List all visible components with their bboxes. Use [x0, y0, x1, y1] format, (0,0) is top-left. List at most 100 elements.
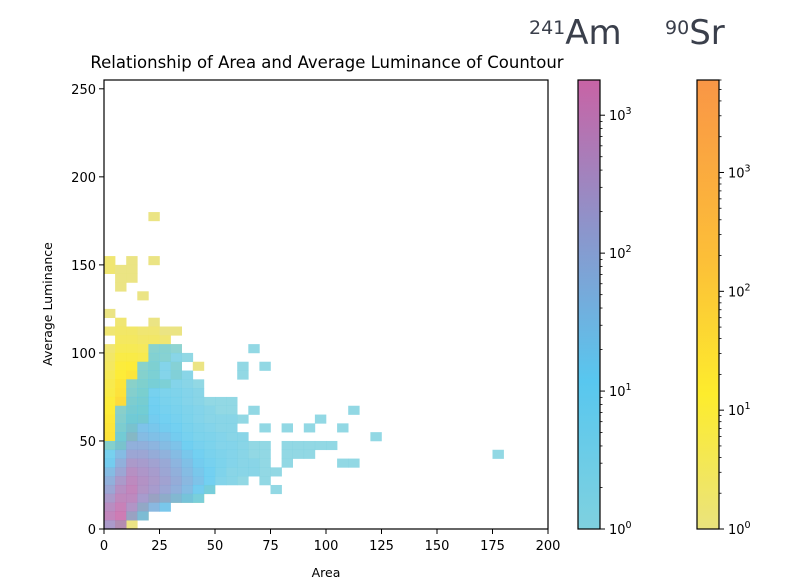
heatmap-cell	[137, 326, 149, 336]
heatmap-cell	[181, 388, 194, 398]
heatmap-cell	[181, 405, 194, 415]
heatmap-cell	[115, 335, 127, 345]
heatmap-cell	[137, 344, 149, 354]
x-tick-label: 75	[262, 539, 279, 554]
heatmap-cell	[115, 493, 127, 503]
y-tick-label: 150	[71, 259, 96, 274]
heatmap-cell	[159, 379, 171, 389]
heatmap-cell	[192, 423, 205, 433]
heatmap-cell	[259, 476, 271, 486]
y-axis-label: Average Luminance	[40, 242, 55, 366]
heatmap-cell	[137, 414, 149, 424]
heatmap-cell	[248, 405, 260, 415]
heatmap-cell	[270, 484, 282, 495]
heatmap-cell	[104, 493, 116, 503]
heatmap-cell	[281, 458, 293, 468]
heatmap-cell	[159, 476, 171, 486]
heatmap-cell	[226, 449, 238, 459]
heatmap-cell	[170, 484, 182, 495]
heatmap-cell	[215, 432, 227, 442]
heatmap-cell	[159, 423, 171, 433]
heatmap-cell	[137, 379, 149, 389]
heatmap-cell	[137, 352, 149, 363]
heatmap-cell	[104, 361, 116, 371]
heatmap-cell	[170, 414, 182, 424]
heatmap-cell	[137, 361, 149, 371]
colorbar-am	[577, 79, 601, 530]
heatmap-cell	[237, 476, 249, 486]
heatmap-cell	[192, 432, 205, 442]
heatmap-am-cells	[104, 344, 504, 530]
heatmap-cell	[159, 370, 171, 380]
y-tick-label: 50	[79, 435, 96, 450]
heatmap-cell	[159, 344, 171, 354]
heatmap-cell	[237, 467, 249, 477]
heatmap-cell	[126, 458, 138, 468]
x-tick-label: 175	[480, 539, 505, 554]
heatmap-cell	[192, 484, 205, 495]
heatmap-cell	[226, 414, 238, 424]
heatmap-cell	[215, 405, 227, 415]
heatmap-cell	[115, 414, 127, 424]
heatmap-cell	[115, 379, 127, 389]
heatmap-cell	[126, 502, 138, 512]
heatmap-cell	[115, 361, 127, 371]
heatmap-cell	[192, 379, 205, 389]
heatmap-cell	[115, 449, 127, 459]
colorbar-am-ticks: 100 101 102 103	[600, 106, 632, 538]
heatmap-cell	[181, 414, 194, 424]
heatmap-cell	[292, 449, 305, 459]
heatmap-cell	[126, 511, 138, 521]
heatmap-cell	[126, 379, 138, 389]
heatmap-cell	[115, 458, 127, 468]
heatmap-cell	[148, 256, 160, 266]
heatmap-cell	[148, 502, 160, 512]
heatmap-cell	[115, 352, 127, 363]
heatmap-cell	[170, 396, 182, 407]
heatmap-cell	[126, 388, 138, 398]
heatmap-cell	[137, 440, 149, 451]
heatmap-cell	[237, 370, 249, 380]
heatmap-cell	[215, 414, 227, 424]
heatmap-cell	[192, 405, 205, 415]
heatmap-cell	[237, 414, 249, 424]
heatmap-cell	[126, 467, 138, 477]
heatmap-cell	[115, 511, 127, 521]
heatmap-cell	[148, 335, 160, 345]
heatmap-cell	[104, 484, 116, 495]
heatmap-cell	[104, 520, 116, 530]
heatmap-cell	[181, 370, 194, 380]
heatmap-cell	[148, 484, 160, 495]
heatmap-cell	[170, 467, 182, 477]
heatmap-cell	[203, 449, 216, 459]
heatmap-cell	[148, 414, 160, 424]
heatmap-cell	[170, 379, 182, 389]
heatmap-cell	[104, 502, 116, 512]
colorbar-tick-label: 103	[728, 163, 751, 181]
heatmap-cell	[203, 458, 216, 468]
heatmap-cell	[126, 423, 138, 433]
heatmap-cell	[215, 458, 227, 468]
heatmap-cell	[170, 344, 182, 354]
heatmap-cell	[226, 423, 238, 433]
heatmap-cell	[159, 449, 171, 459]
heatmap-cell	[192, 476, 205, 486]
heatmap-cell	[170, 326, 182, 336]
heatmap-cell	[126, 396, 138, 407]
x-tick-label: 50	[207, 539, 224, 554]
heatmap-cell	[115, 317, 127, 327]
heatmap-cell	[126, 273, 138, 283]
heatmap-cell	[170, 476, 182, 486]
x-axis-ticks: 0 25 50 75 100 125 150 175 200	[100, 529, 560, 554]
heatmap-cell	[492, 449, 504, 459]
colorbar-tick-label: 101	[728, 401, 751, 419]
heatmap-cell	[215, 476, 227, 486]
y-tick-label: 100	[71, 347, 96, 362]
heatmap-cell	[170, 352, 182, 363]
x-tick-label: 150	[425, 539, 450, 554]
heatmap-cell	[126, 476, 138, 486]
heatmap-cell	[115, 520, 127, 530]
heatmap-cell	[159, 335, 171, 345]
heatmap-cell	[104, 326, 116, 336]
heatmap-cell	[314, 440, 327, 451]
